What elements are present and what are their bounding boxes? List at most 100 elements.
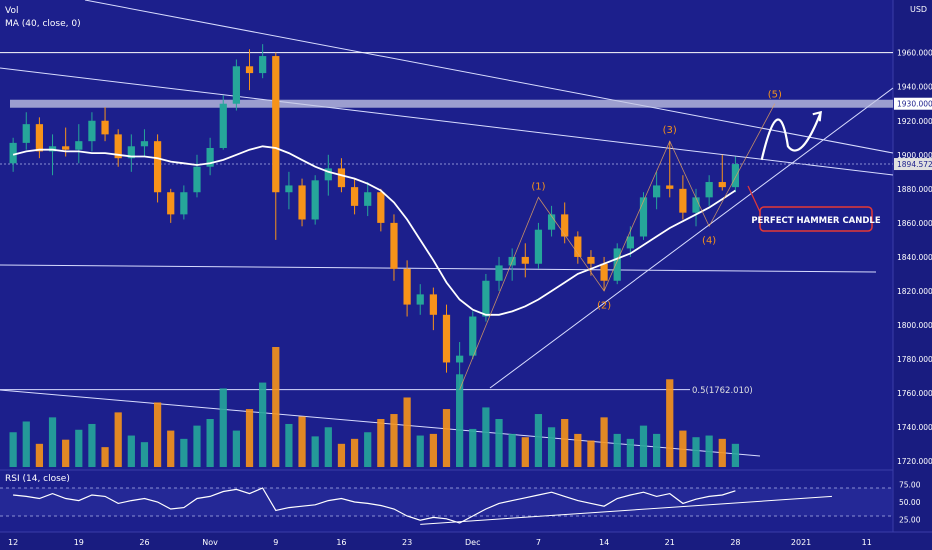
- candle: [679, 175, 687, 220]
- volume-bar: [561, 419, 569, 467]
- candle: [272, 52, 280, 240]
- volume-bar: [653, 433, 661, 467]
- candle-body: [692, 197, 700, 213]
- candle-body: [469, 316, 477, 356]
- wave-label: (2): [597, 300, 611, 311]
- price-tick-label: 1880.000: [897, 185, 932, 194]
- price-axis: 1960.000 1940.000 1920.000 1900.000 1880.000…: [894, 49, 932, 525]
- candle-body: [22, 124, 30, 143]
- candle: [153, 134, 162, 203]
- candle-body: [574, 236, 582, 257]
- volume-bar: [521, 437, 529, 467]
- volume-bar: [245, 409, 254, 467]
- price-tick-label: 1840.000: [897, 253, 932, 262]
- volume-bar: [587, 440, 595, 467]
- volume-bar: [403, 397, 411, 467]
- callout-box[interactable]: [759, 206, 873, 232]
- volume-bar: [613, 433, 621, 467]
- price-axis-background: [893, 0, 932, 550]
- candle: [666, 141, 674, 198]
- time-tick-label: 9: [273, 538, 278, 547]
- candle: [547, 205, 556, 237]
- volume-bar: [232, 430, 240, 467]
- volume-bar: [101, 447, 109, 467]
- price-tick-label: 1760.000: [897, 389, 932, 398]
- candle: [705, 175, 713, 206]
- candle-body: [193, 166, 201, 193]
- candle: [718, 154, 726, 191]
- candle-body: [101, 120, 109, 135]
- time-axis-background: [0, 532, 932, 550]
- volume-bar: [364, 432, 372, 467]
- last-price-tag: [894, 158, 932, 171]
- candle-body: [298, 185, 306, 220]
- volume-bar: [705, 435, 713, 467]
- candle: [456, 342, 464, 390]
- volume-bar: [324, 427, 332, 467]
- candle: [140, 129, 149, 157]
- rsi-tick-label: 75.00: [899, 481, 921, 490]
- candle-body: [666, 185, 674, 189]
- candle-body: [403, 268, 411, 305]
- candle-body: [324, 168, 332, 181]
- candle: [232, 59, 240, 111]
- candle: [364, 182, 372, 217]
- wave-label: (5): [768, 90, 782, 101]
- price-tick-label: 1860.000: [897, 219, 932, 228]
- candle-body: [62, 146, 70, 150]
- candle-body: [600, 263, 608, 281]
- volume-bar: [285, 423, 293, 467]
- candle-body: [350, 187, 359, 206]
- candle: [167, 188, 175, 223]
- candle-body: [9, 142, 17, 164]
- volume-bar: [350, 438, 359, 467]
- ma-indicator-label: MA (40, close, 0): [5, 19, 81, 29]
- candle-body: [35, 124, 44, 152]
- time-tick-label: 7: [536, 538, 541, 547]
- volume-bar: [574, 433, 582, 467]
- candle: [75, 124, 83, 164]
- candle-body: [653, 185, 661, 198]
- resistance-price-tag: [894, 97, 932, 110]
- uptrend-support-line: [489, 87, 894, 389]
- rsi-trendline: [420, 495, 833, 525]
- volume-bar: [390, 414, 398, 467]
- volume-bar: [456, 374, 464, 467]
- price-tick-label: 1940.000: [897, 83, 932, 92]
- candle-body: [232, 66, 240, 104]
- volume-bar: [298, 416, 306, 467]
- candle: [731, 156, 740, 193]
- candle: [311, 175, 319, 225]
- candle-body: [127, 146, 135, 159]
- volume-bar: [508, 433, 516, 467]
- time-tick-label: 26: [139, 538, 149, 547]
- candle-body: [153, 141, 162, 193]
- time-tick-label: 21: [665, 538, 675, 547]
- candle-body: [613, 248, 621, 281]
- resistance-price-label: 1930.000: [897, 100, 932, 109]
- candle: [22, 112, 30, 150]
- candle-body: [534, 229, 543, 264]
- volume-bar: [167, 430, 175, 467]
- volume-bar: [377, 419, 385, 467]
- rsi-tick-label: 50.00: [899, 498, 921, 507]
- volume-bar: [692, 437, 700, 467]
- price-tick-label: 1820.000: [897, 287, 932, 296]
- candle: [534, 222, 543, 269]
- candle-body: [456, 355, 464, 363]
- wave-annotations: (1) (2) (3) (4) (5): [459, 90, 822, 390]
- rsi-band: [0, 488, 893, 516]
- candle: [259, 44, 267, 79]
- time-tick-label: Nov: [202, 538, 218, 547]
- candle: [653, 171, 661, 210]
- candle-body: [311, 180, 319, 220]
- volume-bar: [153, 402, 162, 467]
- candle-body: [416, 294, 424, 305]
- candle-body: [245, 66, 254, 74]
- price-tick-label: 1720.000: [897, 457, 932, 466]
- volume-bar: [666, 379, 674, 467]
- time-axis: 12 19 26 Nov 9 16 23 Dec 7 14 21 28 2021 11: [8, 538, 872, 547]
- candle-body: [337, 168, 346, 188]
- candle: [350, 178, 359, 215]
